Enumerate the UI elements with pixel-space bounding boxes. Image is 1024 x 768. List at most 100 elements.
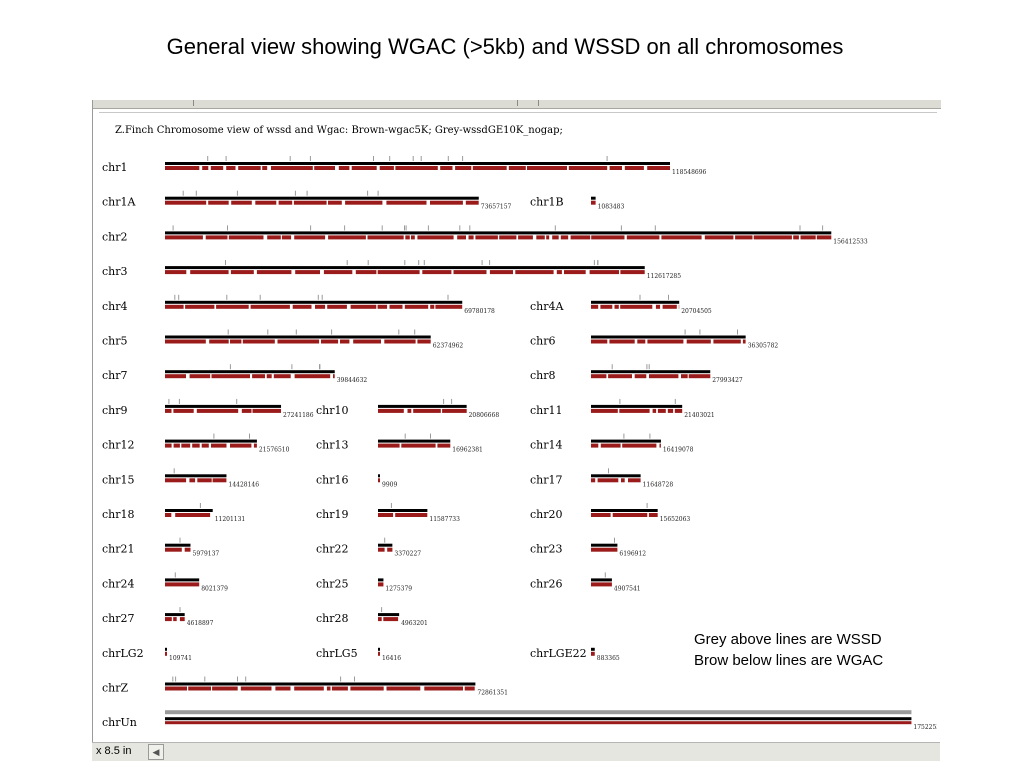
wgac-segment: [328, 235, 366, 240]
wssd-tick: [321, 294, 323, 300]
wssd-tick: [195, 190, 197, 196]
wgac-segment: [281, 235, 292, 240]
chromosome-line: [165, 231, 832, 235]
wgac-segment: [800, 235, 816, 240]
wssd-tick: [646, 503, 648, 508]
wssd-tick: [390, 503, 392, 508]
wgac-segment: [165, 374, 186, 379]
wgac-segment: [238, 166, 261, 170]
wgac-segment: [455, 166, 472, 170]
chromosome-line: [378, 439, 451, 443]
wgac-segment: [621, 478, 625, 483]
wgac-segment: [338, 166, 350, 170]
wssd-tick: [225, 156, 227, 161]
chromosome-line: [165, 266, 645, 270]
wgac-segment: [267, 235, 281, 240]
wgac-segment: [591, 443, 599, 448]
wgac-segment: [597, 478, 619, 483]
wssd-tick: [310, 225, 312, 231]
wgac-segment: [252, 374, 265, 379]
wssd-tick: [684, 329, 686, 335]
wssd-tick: [178, 398, 180, 404]
wgac-segment: [515, 270, 554, 275]
wgac-segment: [489, 270, 513, 275]
wgac-segment: [252, 408, 281, 413]
chromosome-size-label: 4907541: [614, 585, 641, 592]
scroll-left-button[interactable]: ◀: [148, 744, 164, 760]
chromosome-size-label: 36305782: [748, 343, 779, 350]
chromosome-size-label: 112617285: [647, 273, 682, 280]
wssd-tick: [373, 156, 374, 161]
wssd-tick: [414, 329, 416, 335]
chromosome-line: [591, 647, 595, 651]
wgac-segment: [165, 270, 187, 275]
chromosome-size-label: 3370227: [394, 551, 421, 558]
chromosome-label: chr26: [530, 577, 563, 590]
wgac-segment: [190, 270, 229, 275]
wssd-tick: [404, 225, 405, 231]
wgac-segment: [637, 339, 646, 344]
wssd-tick: [822, 225, 824, 231]
wssd-tick: [168, 398, 170, 404]
wssd-tick: [267, 329, 269, 335]
wssd-tick: [344, 225, 346, 231]
chromosome-line: [165, 509, 213, 512]
zoom-level[interactable]: x 8.5 in: [92, 744, 149, 759]
chromosome-size-label: 62374962: [433, 343, 464, 350]
wgac-segment: [294, 235, 326, 240]
chromosome-line: [378, 509, 428, 512]
wssd-tick: [236, 190, 238, 196]
wssd-tick: [481, 260, 483, 266]
chromosome-label: chr3: [102, 265, 128, 278]
wgac-segment: [340, 339, 350, 344]
wssd-tick: [182, 190, 184, 196]
wgac-segment: [292, 304, 312, 309]
chromosome-line: [165, 370, 335, 374]
chromosome-label: chr8: [530, 369, 556, 382]
wgac-segment: [591, 547, 618, 552]
chromosome-label: chr20: [530, 508, 563, 521]
wgac-segment: [430, 304, 435, 309]
wssd-tick: [451, 398, 453, 404]
wgac-segment: [465, 200, 479, 205]
toolbar-separator: [538, 100, 539, 106]
wgac-segment: [211, 443, 227, 448]
chromosome-line: [591, 300, 680, 304]
wssd-tick: [648, 364, 650, 370]
wssd-tick: [443, 398, 445, 404]
wgac-segment: [315, 304, 326, 309]
wssd-tick: [178, 294, 180, 300]
wgac-segment: [591, 235, 625, 240]
wgac-segment: [331, 686, 348, 691]
wssd-tick: [381, 225, 383, 231]
wgac-segment: [742, 339, 746, 344]
chromosome-label: chr18: [102, 508, 135, 521]
chromosome-line: [591, 370, 711, 374]
wgac-segment: [165, 443, 172, 448]
wgac-segment: [230, 339, 242, 344]
wgac-segment: [628, 478, 641, 483]
wssd-tick: [179, 537, 181, 543]
wgac-segment: [350, 686, 384, 691]
wgac-segment: [275, 686, 291, 691]
wgac-segment: [614, 304, 619, 309]
wgac-segment: [659, 443, 661, 448]
wgac-segment: [622, 443, 657, 448]
wssd-tick: [611, 364, 613, 370]
wgac-segment: [165, 408, 172, 413]
wgac-segment: [591, 478, 596, 483]
wssd-tick: [331, 329, 333, 335]
wgac-segment: [591, 582, 612, 587]
wssd-tick: [295, 329, 297, 335]
wgac-segment: [212, 478, 227, 483]
wgac-segment: [165, 166, 200, 170]
wgac-segment: [662, 304, 677, 309]
wgac-segment: [209, 339, 229, 344]
chromosome-view-canvas[interactable]: Z.Finch Chromosome view of wssd and Wgac…: [99, 112, 937, 742]
chromosome-size-label: 175225318: [913, 724, 937, 731]
legend-wgac-text: Brow below lines are WGAC: [694, 652, 884, 669]
chromosome-size-label: 73657157: [481, 204, 512, 211]
chromosome-label: chr28: [316, 612, 349, 625]
wgac-segment: [250, 304, 290, 309]
wssd-tick: [737, 329, 738, 335]
